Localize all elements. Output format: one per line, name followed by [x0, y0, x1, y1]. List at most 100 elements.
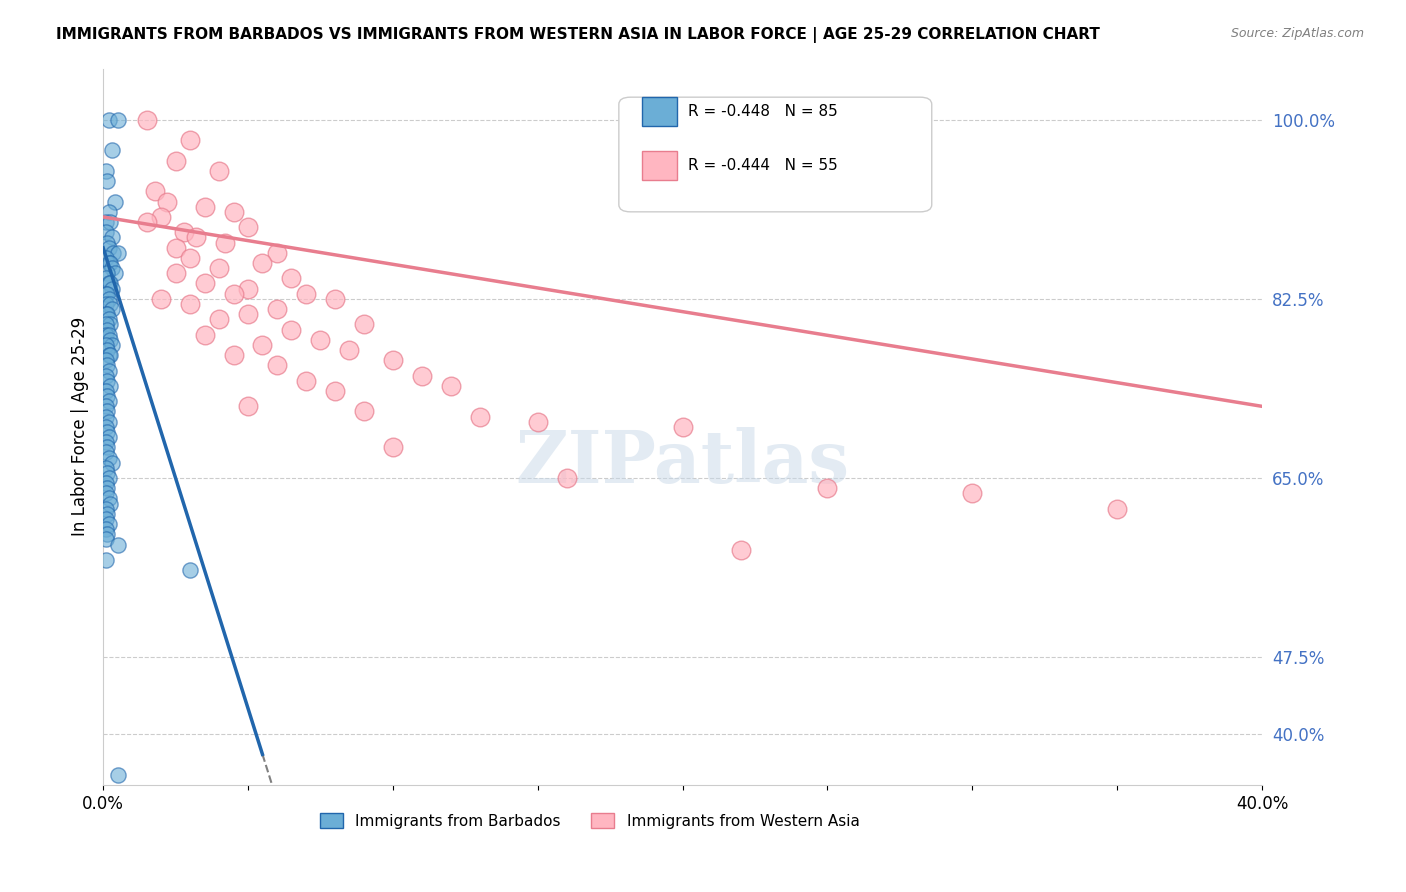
Point [100, 215, 122, 229]
Point [295, 286, 318, 301]
Point [96, 527, 118, 541]
Point [101, 282, 124, 296]
Point [103, 245, 125, 260]
Bar [643, 97, 676, 126]
Point [94, 419, 117, 434]
Point [236, 282, 259, 296]
Point [94, 327, 117, 342]
Text: R = -0.444   N = 55: R = -0.444 N = 55 [689, 158, 838, 173]
Point [252, 338, 274, 352]
Point [107, 245, 129, 260]
Point [143, 185, 166, 199]
Point [179, 133, 201, 147]
Point [165, 153, 187, 168]
Text: Source: ZipAtlas.com: Source: ZipAtlas.com [1230, 27, 1364, 40]
Point [156, 194, 179, 209]
Point [266, 245, 288, 260]
Bar [643, 151, 676, 179]
Point [104, 194, 127, 209]
Point [94, 409, 117, 424]
Point [135, 112, 157, 127]
Point [96, 286, 118, 301]
Point [323, 384, 346, 398]
Text: R = -0.448   N = 85: R = -0.448 N = 85 [689, 104, 838, 119]
Point [135, 215, 157, 229]
Point [179, 563, 201, 577]
Point [97, 112, 120, 127]
Point [236, 220, 259, 235]
Point [100, 297, 122, 311]
Point [94, 445, 117, 459]
Point [101, 144, 124, 158]
Point [184, 230, 207, 244]
Point [100, 256, 122, 270]
Point [101, 230, 124, 244]
Point [94, 512, 117, 526]
Point [1107, 501, 1129, 516]
Text: IMMIGRANTS FROM BARBADOS VS IMMIGRANTS FROM WESTERN ASIA IN LABOR FORCE | AGE 25: IMMIGRANTS FROM BARBADOS VS IMMIGRANTS F… [56, 27, 1099, 43]
Point [94, 286, 117, 301]
Point [173, 225, 195, 239]
Point [468, 409, 491, 424]
Point [97, 277, 120, 291]
Point [94, 486, 117, 500]
Point [94, 353, 117, 368]
Point [104, 266, 127, 280]
Point [94, 533, 117, 547]
Point [97, 348, 120, 362]
Point [179, 297, 201, 311]
Point [100, 348, 122, 362]
Point [208, 261, 231, 276]
Point [101, 456, 124, 470]
Point [266, 302, 288, 317]
Point [96, 322, 118, 336]
Point [97, 312, 120, 326]
Point [214, 235, 236, 250]
Point [295, 374, 318, 388]
Point [222, 286, 245, 301]
Point [309, 333, 332, 347]
Point [100, 318, 122, 332]
Point [94, 297, 117, 311]
Text: ZIPatlas: ZIPatlas [516, 427, 849, 498]
Point [97, 517, 120, 532]
Point [94, 271, 117, 285]
Point [94, 307, 117, 321]
Point [280, 322, 302, 336]
Point [97, 204, 120, 219]
Point [96, 389, 118, 403]
Point [101, 338, 124, 352]
Point [97, 363, 120, 377]
Point [97, 256, 120, 270]
Point [165, 241, 187, 255]
Point [962, 486, 984, 500]
Point [179, 251, 201, 265]
Point [94, 318, 117, 332]
Point [94, 476, 117, 491]
Point [96, 235, 118, 250]
Point [730, 542, 752, 557]
Point [193, 277, 215, 291]
Point [96, 481, 118, 495]
Point [671, 419, 693, 434]
Point [96, 425, 118, 439]
Point [96, 404, 118, 418]
Point [222, 348, 245, 362]
Point [96, 307, 118, 321]
Point [94, 384, 117, 398]
Point [165, 266, 187, 280]
FancyBboxPatch shape [619, 97, 932, 211]
Point [208, 312, 231, 326]
Point [193, 327, 215, 342]
Point [94, 553, 117, 567]
Point [97, 491, 120, 506]
Point [100, 277, 122, 291]
Point [97, 394, 120, 409]
Point [97, 415, 120, 429]
Point [381, 353, 404, 368]
Point [94, 338, 117, 352]
Point [339, 343, 361, 357]
Point [96, 440, 118, 454]
Point [96, 374, 118, 388]
Point [555, 471, 578, 485]
